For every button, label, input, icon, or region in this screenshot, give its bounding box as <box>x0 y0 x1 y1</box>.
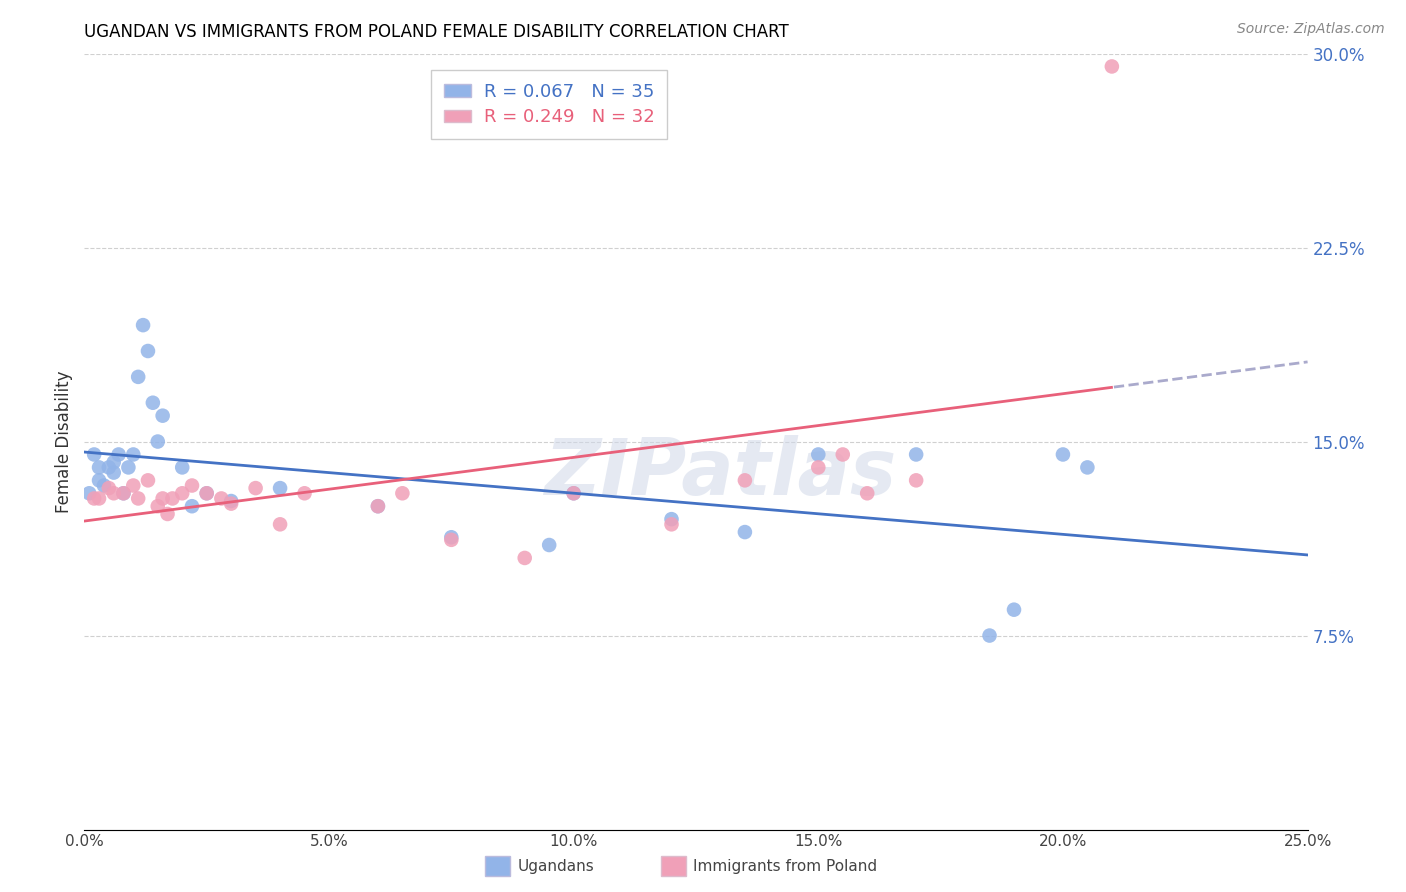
Point <box>734 524 756 539</box>
Point <box>117 460 139 475</box>
Y-axis label: Female Disability: Female Disability <box>55 370 73 513</box>
Point <box>856 486 879 500</box>
Point <box>87 473 110 487</box>
Point <box>87 491 110 506</box>
Point <box>367 500 389 514</box>
Point <box>132 318 155 333</box>
Point <box>136 473 159 487</box>
Text: ZIPatlas: ZIPatlas <box>544 434 897 510</box>
Point <box>734 473 756 487</box>
Point <box>807 460 830 475</box>
Point <box>97 481 120 495</box>
Point <box>87 460 110 475</box>
Point <box>152 409 174 423</box>
Point <box>77 486 100 500</box>
Point <box>172 486 194 500</box>
Point <box>979 628 1001 642</box>
Point <box>136 343 159 358</box>
Point <box>440 530 463 544</box>
Point <box>440 533 463 547</box>
Point <box>269 481 291 495</box>
Point <box>219 494 242 508</box>
Point <box>269 517 291 532</box>
Point <box>103 486 125 500</box>
Point <box>905 448 928 462</box>
Point <box>156 507 179 521</box>
Point <box>195 486 218 500</box>
Point <box>142 395 165 409</box>
Point <box>162 491 184 506</box>
Point <box>562 486 585 500</box>
Point <box>209 491 232 506</box>
Point <box>127 491 149 506</box>
Point <box>1101 60 1123 74</box>
Point <box>152 491 174 506</box>
Point <box>122 478 145 492</box>
Point <box>661 512 683 526</box>
Point <box>172 460 194 475</box>
Point <box>146 500 169 514</box>
Point <box>83 448 105 462</box>
Legend: R = 0.067   N = 35, R = 0.249   N = 32: R = 0.067 N = 35, R = 0.249 N = 32 <box>432 70 666 139</box>
Point <box>562 486 585 500</box>
Point <box>195 486 218 500</box>
Text: Ugandans: Ugandans <box>517 859 595 873</box>
Text: Source: ZipAtlas.com: Source: ZipAtlas.com <box>1237 22 1385 37</box>
Point <box>181 478 204 492</box>
Point <box>1002 603 1025 617</box>
Point <box>107 448 129 462</box>
Point <box>245 481 267 495</box>
Point <box>103 455 125 469</box>
Point <box>112 486 135 500</box>
Point <box>513 550 536 566</box>
Point <box>181 500 204 514</box>
Point <box>807 448 830 462</box>
Point <box>1052 448 1074 462</box>
Point <box>103 466 125 480</box>
Point <box>905 473 928 487</box>
Point <box>831 448 853 462</box>
Point <box>112 486 135 500</box>
Point <box>391 486 413 500</box>
Text: UGANDAN VS IMMIGRANTS FROM POLAND FEMALE DISABILITY CORRELATION CHART: UGANDAN VS IMMIGRANTS FROM POLAND FEMALE… <box>84 23 789 41</box>
Point <box>294 486 316 500</box>
Text: Immigrants from Poland: Immigrants from Poland <box>693 859 877 873</box>
Point <box>122 448 145 462</box>
Point <box>1076 460 1098 475</box>
Point <box>146 434 169 449</box>
Point <box>93 478 115 492</box>
Point <box>83 491 105 506</box>
Point <box>97 460 120 475</box>
Point <box>538 538 561 552</box>
Point <box>127 369 149 384</box>
Point <box>219 497 242 511</box>
Point <box>367 500 389 514</box>
Point <box>661 517 683 532</box>
